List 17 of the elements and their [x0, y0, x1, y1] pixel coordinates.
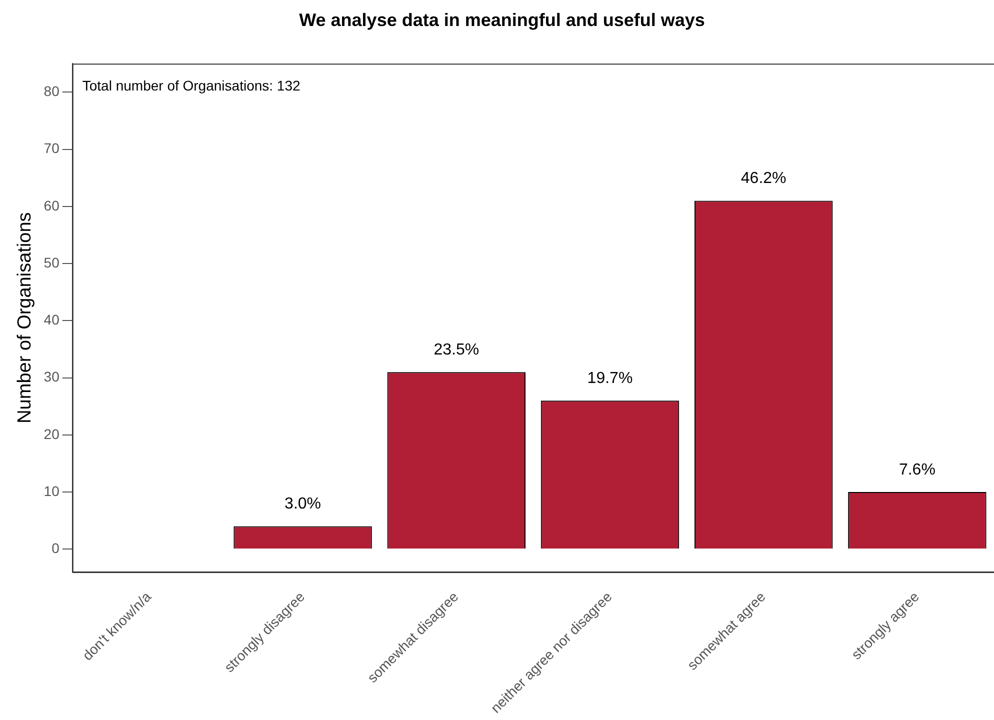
annotation: 46.2% — [740, 170, 786, 188]
y-tick-label: 50 — [44, 254, 60, 270]
annotation: Total number of Organisations: 132 — [82, 77, 300, 94]
y-tick-label: 60 — [44, 197, 60, 214]
annotation: 7.6% — [898, 461, 936, 478]
annotation: 19.7% — [587, 370, 633, 388]
y-tick-label: 80 — [44, 83, 60, 100]
y-tick-label: 0 — [52, 540, 60, 556]
annotation: 3.0% — [284, 496, 322, 513]
chart-title: We analyse data in meaningful and useful ways — [299, 10, 705, 30]
y-tick-label: 10 — [44, 482, 60, 499]
y-tick-label: 70 — [44, 140, 60, 156]
y-tick-label: 20 — [44, 426, 60, 442]
annotation: 23.5% — [434, 341, 480, 358]
y-axis-title: Number of Organisations — [14, 212, 36, 424]
y-tick-label: 40 — [44, 312, 60, 328]
y-tick-label: 30 — [44, 368, 60, 385]
